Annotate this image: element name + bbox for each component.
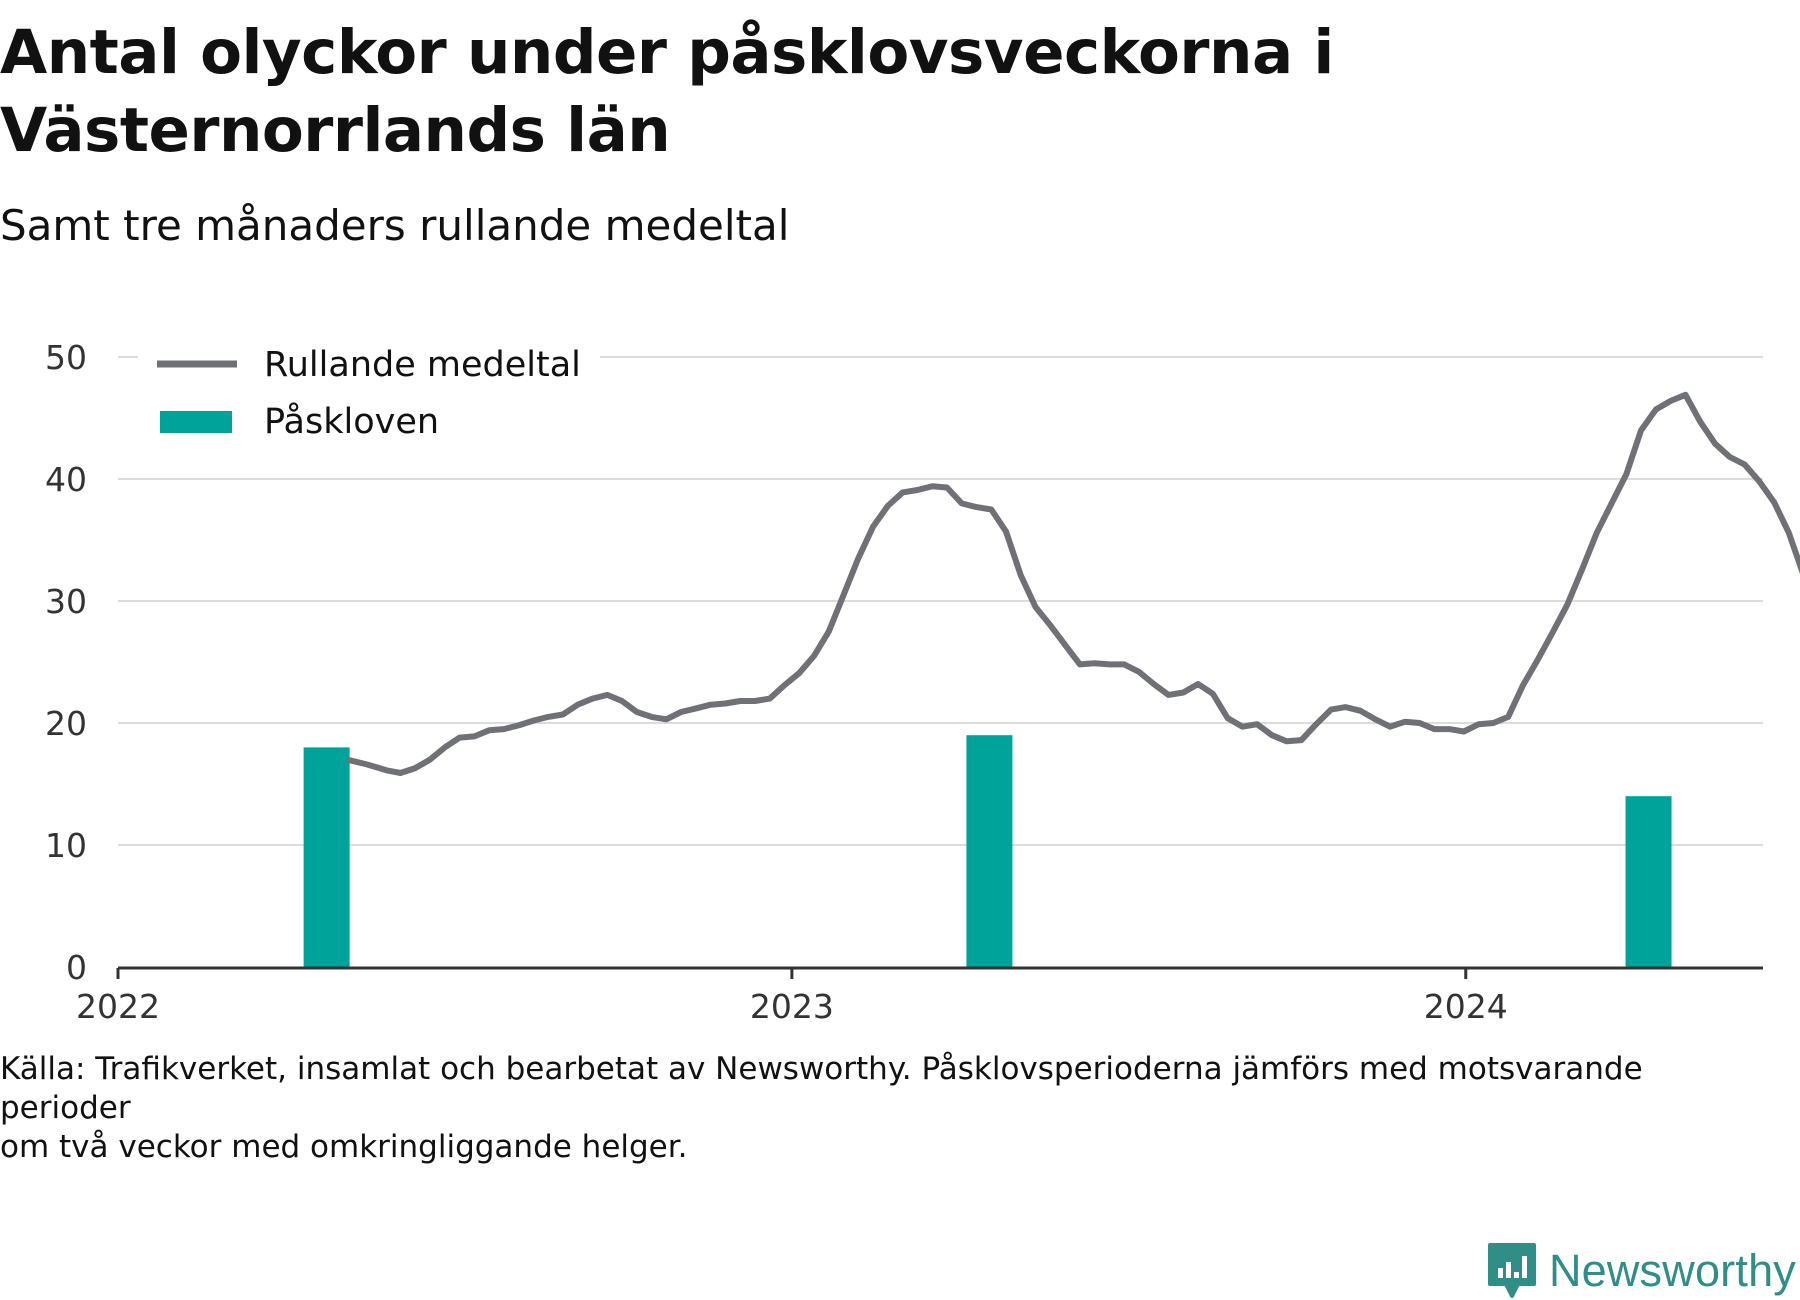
chart-title: Antal olyckor under påsklovsveckorna i V…: [0, 17, 1334, 166]
bar: [303, 747, 350, 967]
bar: [1625, 796, 1672, 967]
x-tick-label: 2023: [750, 987, 834, 1020]
x-tick-label: 2024: [1424, 987, 1508, 1020]
y-tick-label: 40: [45, 460, 87, 499]
source-note: Källa: Trafikverket, insamlat och bearbe…: [0, 1050, 1700, 1167]
source-line-2: om två veckor med omkringliggande helger…: [0, 1129, 688, 1165]
newsworthy-logo-icon: [1487, 1243, 1536, 1298]
bar: [966, 735, 1013, 967]
chart: 2022 2023 2024 0 10 20 30 40 50 Rullande medelt…: [45, 338, 1800, 1020]
y-tick-label: 0: [66, 948, 87, 987]
bar-series-paskloven: [303, 735, 1672, 967]
x-axis: 2022 2023 2024: [76, 966, 1763, 1020]
chart-subtitle: Samt tre månaders rullande medeltal: [0, 201, 790, 250]
legend-background: [138, 340, 600, 452]
y-tick-label: 10: [45, 826, 87, 865]
legend-label-rullande-medeltal: Rullande medeltal: [264, 345, 581, 385]
line-series-rullande-medeltal: [346, 391, 1800, 776]
brand-logo: Newsworthy: [1487, 1242, 1796, 1300]
legend: Rullande medeltal Påskloven: [138, 340, 600, 452]
legend-label-paskloven: Påskloven: [264, 401, 439, 442]
brand-name: Newsworthy: [1548, 1245, 1796, 1296]
y-axis-labels: 0 10 20 30 40 50: [45, 338, 87, 987]
legend-bar-swatch: [160, 411, 232, 433]
y-tick-label: 30: [45, 582, 87, 621]
source-line-1: Källa: Trafikverket, insamlat och bearbe…: [0, 1051, 1643, 1126]
x-tick-label: 2022: [76, 987, 160, 1020]
rolling-average-line: [346, 391, 1800, 776]
y-tick-label: 20: [45, 704, 87, 743]
y-tick-label: 50: [45, 338, 87, 377]
